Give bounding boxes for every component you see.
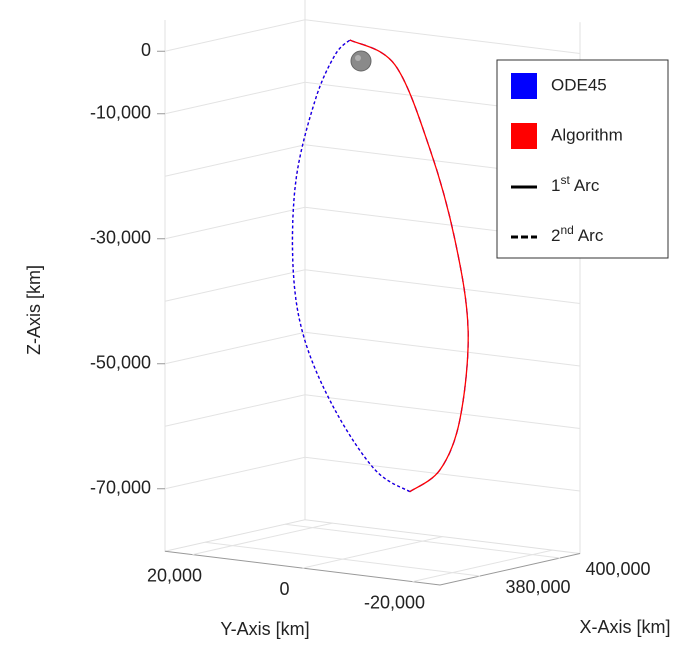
orbit bbox=[291, 39, 469, 493]
grid-line bbox=[284, 523, 561, 559]
grid-line bbox=[164, 331, 581, 367]
grid-frame bbox=[164, 0, 306, 552]
z-tick-label: -10,000 bbox=[90, 103, 151, 123]
grid-line bbox=[164, 19, 581, 54]
legend-swatch bbox=[511, 73, 537, 99]
x-axis-title: X-Axis [km] bbox=[579, 617, 670, 637]
grid-line bbox=[164, 456, 581, 492]
z-axis-title: Z-Axis [km] bbox=[24, 265, 44, 355]
orbit-arc bbox=[349, 39, 469, 493]
grid-line bbox=[164, 206, 581, 242]
z-tick-label: 0 bbox=[141, 40, 151, 60]
legend-label-part: st bbox=[560, 173, 570, 187]
grid-line bbox=[164, 394, 581, 429]
y-tick-label: 20,000 bbox=[147, 565, 202, 585]
grid-line bbox=[412, 549, 553, 583]
orbit-arc bbox=[291, 39, 411, 493]
y-tick-label: 0 bbox=[279, 579, 289, 599]
legend-label: 1st Arc bbox=[551, 173, 600, 195]
grid-line bbox=[302, 536, 443, 569]
z-tick-label: -50,000 bbox=[90, 353, 151, 373]
z-tick-label: -30,000 bbox=[90, 228, 151, 248]
legend-label: Algorithm bbox=[551, 125, 623, 144]
legend-label: 2nd Arc bbox=[551, 223, 604, 245]
grid-line bbox=[204, 541, 481, 577]
y-axis-title: Y-Axis [km] bbox=[220, 619, 309, 639]
legend-swatch bbox=[511, 123, 537, 149]
legend-label-part: Arc bbox=[578, 226, 604, 245]
legend-label-part: Arc bbox=[574, 176, 600, 195]
legend-label-part: nd bbox=[560, 223, 573, 237]
legend-label: ODE45 bbox=[551, 75, 607, 94]
grid-line bbox=[192, 522, 333, 556]
legend-label-part: 2 bbox=[551, 226, 560, 245]
grid-line bbox=[164, 81, 581, 117]
grid-frame bbox=[164, 550, 581, 586]
legend-box bbox=[496, 59, 669, 259]
orbit-arc bbox=[291, 39, 411, 493]
grid: 0 -10,000 -30,000 -50,000 -70,000 20,000 0 -20,… bbox=[90, 0, 651, 612]
z-tick-label: -70,000 bbox=[90, 478, 151, 498]
x-tick-label: 380,000 bbox=[505, 577, 570, 597]
orbit-arc bbox=[349, 39, 469, 493]
moon-crater bbox=[355, 55, 361, 61]
y-tick-label: -20,000 bbox=[364, 592, 425, 612]
grid-line bbox=[164, 144, 581, 179]
legend-label-part: 1 bbox=[551, 176, 560, 195]
legend: ODE45 Algorithm 1st Arc 2nd Arc bbox=[496, 59, 669, 259]
x-tick-label: 400,000 bbox=[585, 559, 650, 579]
moon-icon bbox=[350, 50, 372, 72]
grid-line bbox=[164, 269, 581, 304]
